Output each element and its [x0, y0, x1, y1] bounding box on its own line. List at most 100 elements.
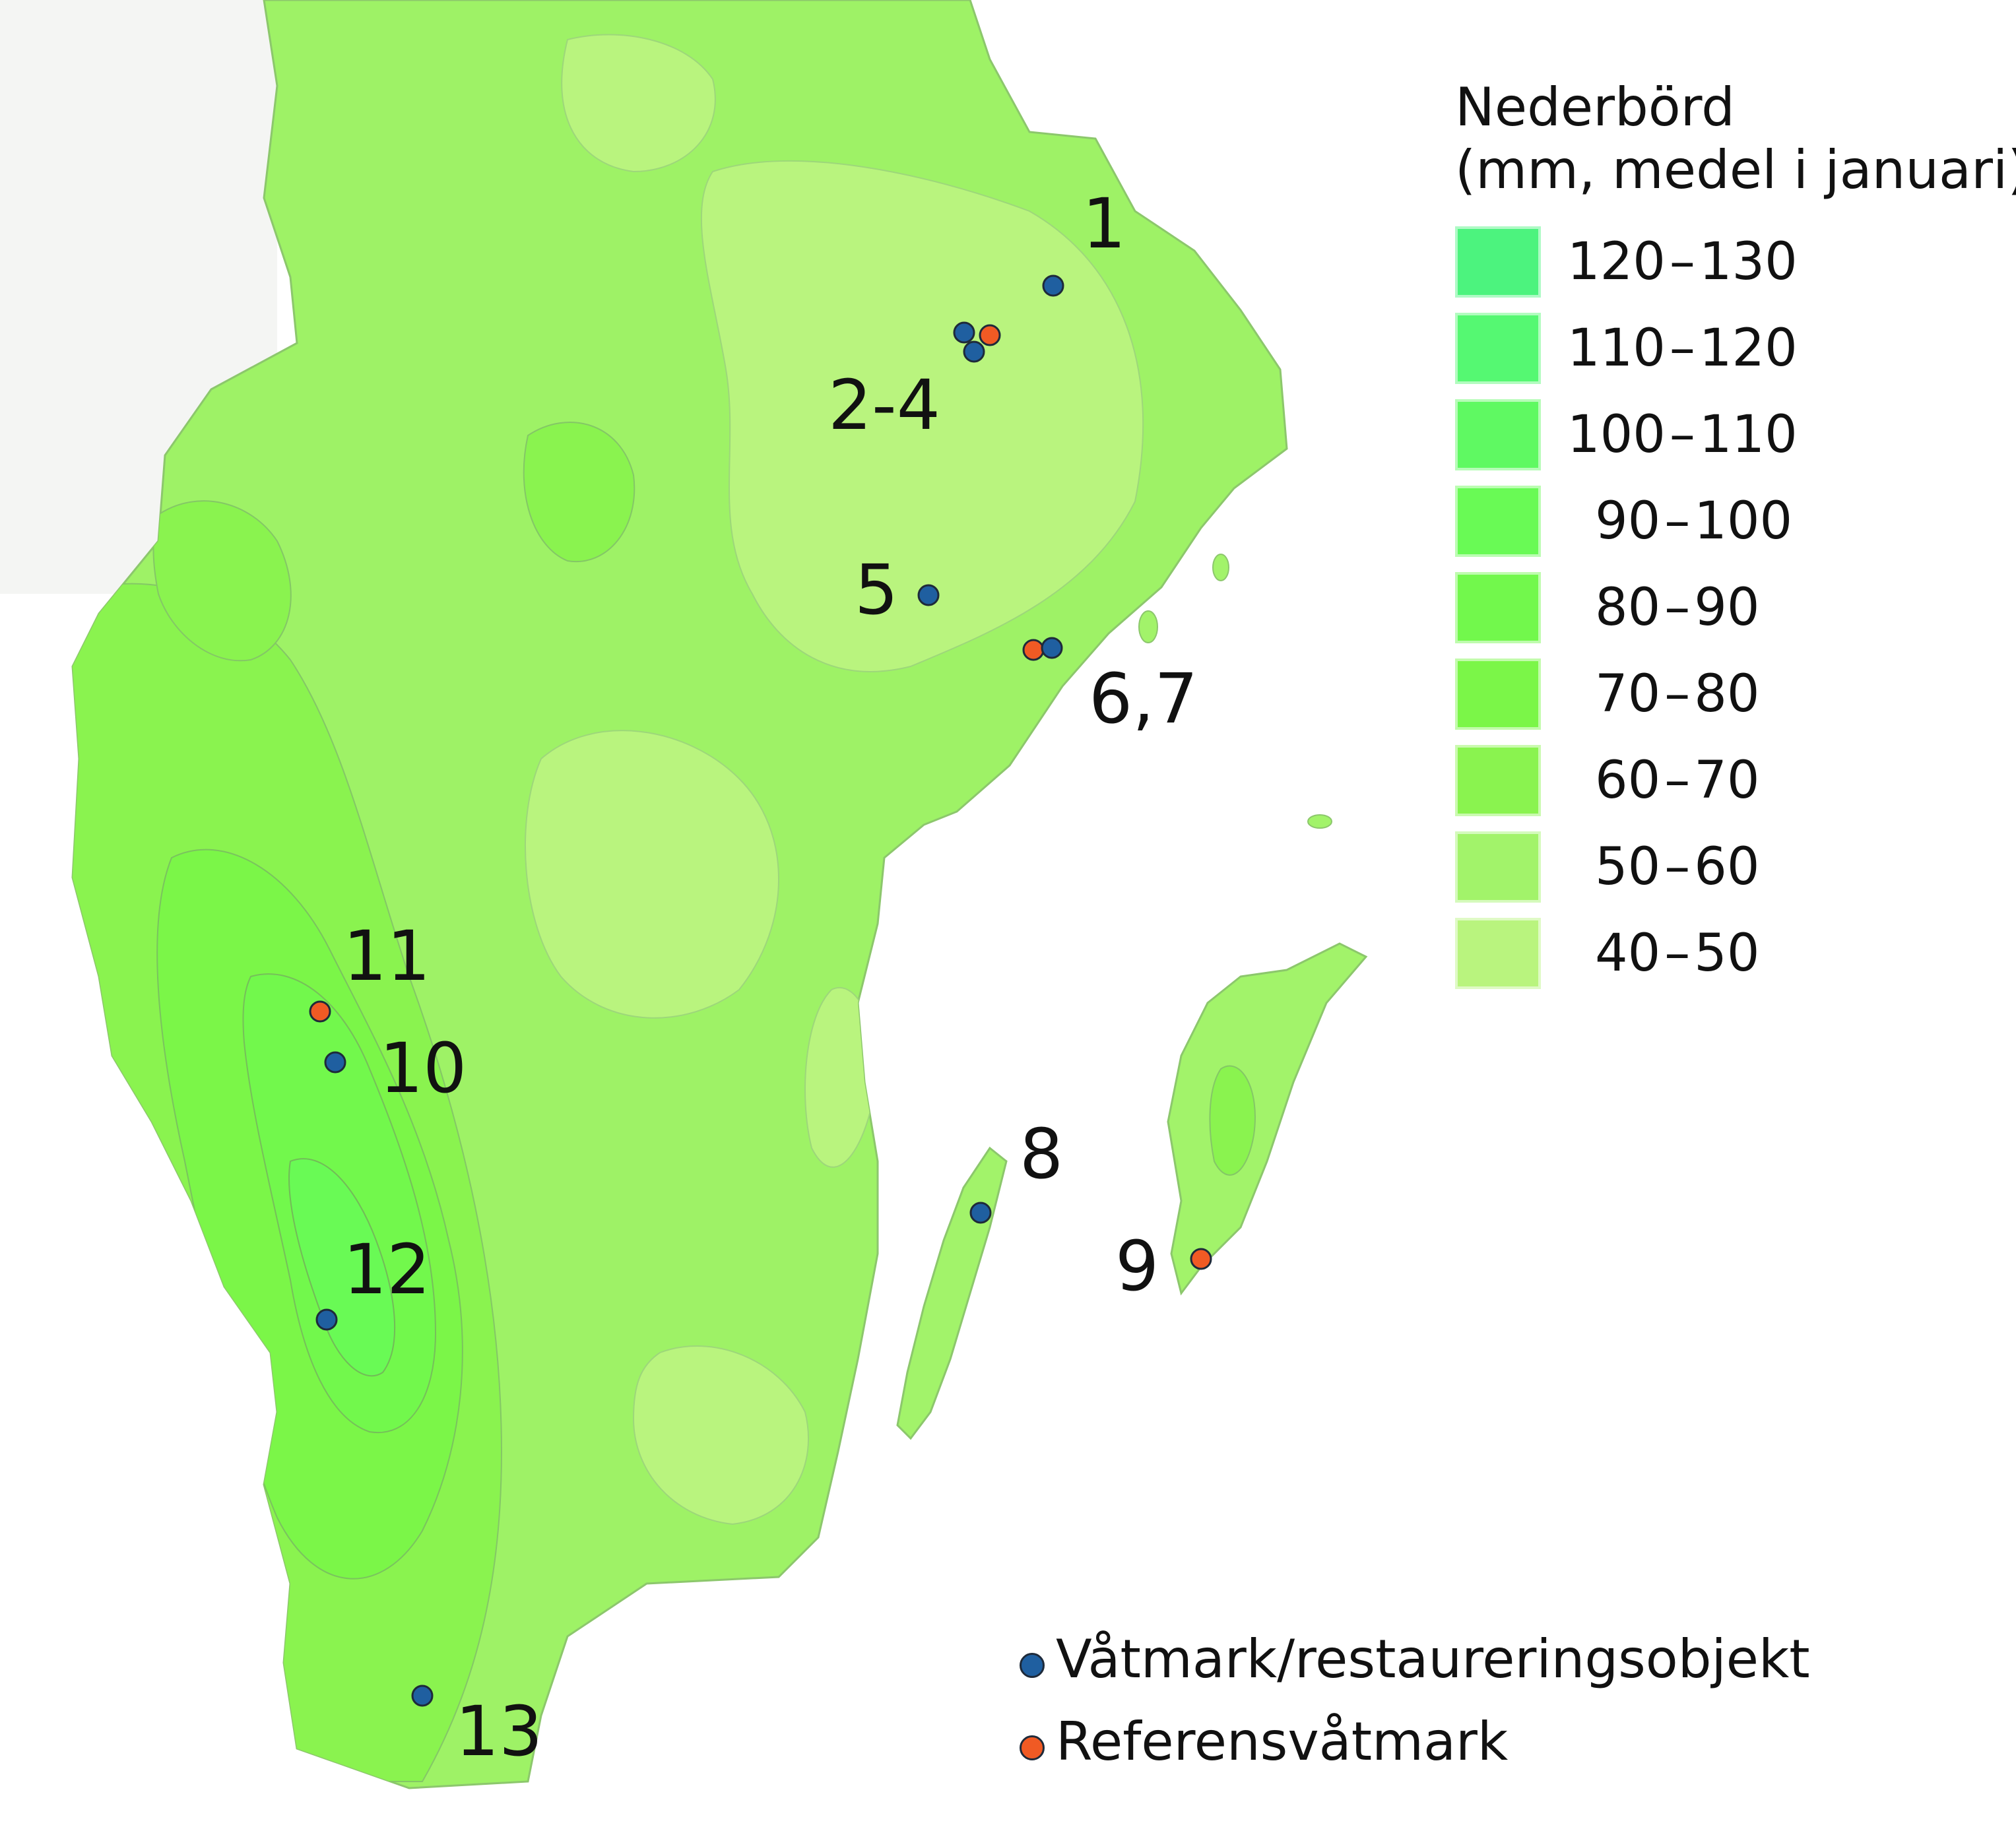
zone-40-50-central: [525, 730, 779, 1019]
site-marker-6: [1022, 639, 1045, 661]
restoration-label: Våtmark/restaureringsobjekt: [1056, 1628, 1810, 1690]
legend-range-to: 80: [1694, 664, 1760, 724]
legend-row: 40–50: [1455, 918, 1996, 1004]
legend-swatch: [1455, 399, 1541, 470]
site-marker-1: [1042, 274, 1064, 297]
site-marker-12: [315, 1308, 338, 1331]
legend-range-label: 60–70: [1567, 748, 1760, 814]
legend-range-label: 110–120: [1567, 315, 1798, 381]
legend-range-to: 130: [1699, 232, 1798, 292]
legend-range-from: 50: [1595, 837, 1661, 897]
legend-range-from: 110: [1567, 319, 1666, 378]
precipitation-map: 1 2-4 5 6,7 8 9 10 11 12 13: [0, 0, 1368, 1789]
legend-range-label: 90–100: [1567, 488, 1792, 554]
precipitation-zones: [73, 34, 1144, 1782]
legend-row: 50–60: [1455, 831, 1996, 918]
legend-range-from: 120: [1567, 232, 1666, 292]
legend-range-dash: –: [1664, 924, 1691, 983]
reference-marker-icon: [1020, 1735, 1045, 1760]
legend-range-label: 120–130: [1567, 229, 1798, 295]
legend-swatch: [1455, 572, 1541, 643]
zone-60-70-gotland: [1209, 1065, 1256, 1176]
site-label-13: 13: [455, 1691, 542, 1772]
site-marker-4: [963, 340, 985, 363]
islet: [1138, 610, 1158, 643]
legend-row: 120–130: [1455, 226, 1996, 313]
legend-range-dash: –: [1669, 232, 1695, 292]
site-marker-2: [953, 321, 975, 344]
legend-range-from: 60: [1595, 751, 1661, 810]
legend-row: 100–110: [1455, 399, 1996, 486]
legend-range-label: 50–60: [1567, 834, 1760, 900]
site-label-9: 9: [1115, 1226, 1159, 1306]
legend-title-line-1: Nederbörd: [1455, 77, 1735, 138]
site-label-10: 10: [379, 1028, 467, 1108]
legend-row: 80–90: [1455, 572, 1996, 659]
legend-range-to: 110: [1699, 405, 1798, 465]
legend-range-to: 90: [1694, 578, 1760, 637]
site-label-6-7: 6,7: [1089, 659, 1198, 739]
legend-range-from: 40: [1595, 924, 1661, 983]
site-label-8: 8: [1020, 1114, 1063, 1194]
precipitation-legend: Nederbörd (mm, medel i januari) 120–130 1…: [1455, 76, 2016, 1004]
legend-range-from: 100: [1567, 405, 1666, 465]
legend-range-from: 90: [1595, 492, 1661, 551]
legend-range-to: 50: [1694, 924, 1760, 983]
site-marker-11: [309, 1000, 331, 1023]
legend-swatch: [1455, 918, 1541, 989]
zone-40-50-south-east: [632, 1345, 810, 1526]
legend-range-label: 100–110: [1567, 402, 1798, 468]
zone-60-70-north-west: [152, 500, 292, 662]
zone-40-50-north: [561, 34, 716, 173]
legend-swatch: [1455, 486, 1541, 557]
legend-range-label: 70–80: [1567, 661, 1760, 727]
legend-range-label: 80–90: [1567, 575, 1760, 641]
legend-range-to: 60: [1694, 837, 1760, 897]
site-marker-9: [1190, 1248, 1212, 1270]
legend-range-to: 70: [1694, 751, 1760, 810]
legend-swatch: [1455, 745, 1541, 816]
zone-40-50-east: [700, 160, 1144, 672]
restoration-marker-icon: [1020, 1653, 1045, 1678]
legend-swatch: [1455, 831, 1541, 903]
legend-range-dash: –: [1669, 319, 1695, 378]
legend-range-dash: –: [1664, 837, 1691, 897]
legend-title-line-2: (mm, medel i januari): [1455, 139, 2016, 201]
islet: [1307, 814, 1332, 829]
zone-90-100-west: [288, 1158, 396, 1377]
legend-range-dash: –: [1664, 751, 1691, 810]
site-marker-8: [969, 1202, 992, 1224]
legend-range-dash: –: [1669, 405, 1695, 465]
site-label-5: 5: [855, 550, 898, 630]
island-gotland: [1167, 942, 1368, 1296]
legend-swatch: [1455, 313, 1541, 384]
legend-classes: 120–130 110–120 100–110 90–100 80–90 70–80 60–…: [1455, 226, 1996, 1004]
legend-range-dash: –: [1664, 664, 1691, 724]
islet: [1212, 554, 1229, 581]
legend-range-from: 80: [1595, 578, 1661, 637]
site-label-12: 12: [343, 1229, 430, 1310]
zone-60-70-inland: [523, 422, 635, 563]
site-marker-13: [411, 1685, 434, 1707]
legend-swatch: [1455, 659, 1541, 730]
reference-label: Referensvåtmark: [1056, 1711, 1509, 1772]
legend-range-from: 70: [1595, 664, 1661, 724]
site-marker-7: [1041, 637, 1063, 659]
site-marker-5: [917, 584, 940, 606]
legend-range-to: 120: [1699, 319, 1798, 378]
site-label-11: 11: [343, 916, 430, 996]
legend-title: Nederbörd (mm, medel i januari): [1455, 76, 2016, 201]
legend-range-label: 40–50: [1567, 920, 1760, 986]
legend-row: 60–70: [1455, 745, 1996, 831]
legend-row: 90–100: [1455, 486, 1996, 572]
site-marker-3: [979, 324, 1001, 346]
legend-row: 110–120: [1455, 313, 1996, 399]
legend-range-dash: –: [1664, 492, 1691, 551]
site-label-1: 1: [1082, 183, 1126, 264]
legend-range-dash: –: [1664, 578, 1691, 637]
site-label-2-4: 2-4: [828, 365, 940, 445]
site-marker-10: [324, 1051, 346, 1074]
legend-range-to: 100: [1694, 492, 1793, 551]
legend-swatch: [1455, 226, 1541, 298]
legend-row: 70–80: [1455, 659, 1996, 745]
